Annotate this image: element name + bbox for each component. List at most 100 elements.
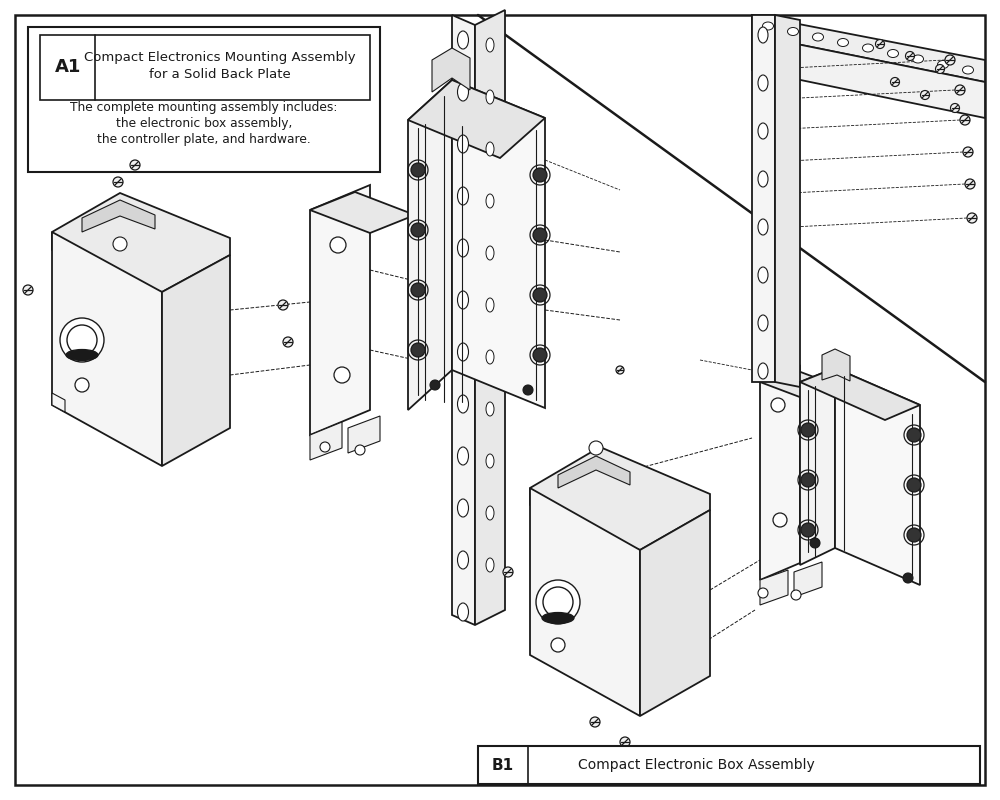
Ellipse shape bbox=[486, 402, 494, 416]
Polygon shape bbox=[310, 185, 370, 435]
Ellipse shape bbox=[458, 239, 468, 257]
Ellipse shape bbox=[458, 135, 468, 153]
Ellipse shape bbox=[758, 171, 768, 187]
Circle shape bbox=[523, 385, 533, 395]
Bar bbox=[40, 35, 370, 100]
Circle shape bbox=[950, 103, 960, 113]
Ellipse shape bbox=[962, 66, 974, 74]
Ellipse shape bbox=[486, 194, 494, 208]
Circle shape bbox=[960, 115, 970, 125]
Ellipse shape bbox=[486, 246, 494, 260]
Ellipse shape bbox=[862, 44, 874, 52]
Circle shape bbox=[113, 237, 127, 251]
Circle shape bbox=[907, 528, 921, 542]
Ellipse shape bbox=[486, 298, 494, 312]
Circle shape bbox=[533, 168, 547, 182]
Polygon shape bbox=[348, 416, 380, 453]
Polygon shape bbox=[752, 15, 985, 82]
Polygon shape bbox=[752, 15, 775, 382]
Circle shape bbox=[411, 283, 425, 297]
Circle shape bbox=[320, 442, 330, 452]
Ellipse shape bbox=[763, 22, 774, 30]
Polygon shape bbox=[835, 368, 920, 585]
Ellipse shape bbox=[486, 350, 494, 364]
Circle shape bbox=[533, 288, 547, 302]
Polygon shape bbox=[432, 48, 470, 92]
Circle shape bbox=[965, 179, 975, 189]
Polygon shape bbox=[530, 488, 640, 716]
Ellipse shape bbox=[788, 27, 798, 35]
Ellipse shape bbox=[542, 613, 574, 623]
Circle shape bbox=[503, 567, 513, 577]
Polygon shape bbox=[162, 255, 230, 466]
Circle shape bbox=[411, 223, 425, 237]
Circle shape bbox=[616, 366, 624, 374]
Circle shape bbox=[907, 478, 921, 492]
Polygon shape bbox=[760, 368, 835, 399]
Text: A1: A1 bbox=[55, 58, 81, 76]
Circle shape bbox=[907, 428, 921, 442]
Circle shape bbox=[955, 85, 965, 95]
Text: Compact Electronic Box Assembly: Compact Electronic Box Assembly bbox=[578, 758, 814, 772]
Circle shape bbox=[551, 638, 565, 652]
Polygon shape bbox=[52, 393, 65, 412]
Polygon shape bbox=[408, 80, 545, 158]
Circle shape bbox=[891, 78, 900, 86]
Circle shape bbox=[801, 423, 815, 437]
Polygon shape bbox=[530, 447, 710, 550]
Circle shape bbox=[113, 177, 123, 187]
Ellipse shape bbox=[758, 315, 768, 331]
Circle shape bbox=[801, 473, 815, 487]
Ellipse shape bbox=[486, 142, 494, 156]
Polygon shape bbox=[52, 232, 162, 466]
Ellipse shape bbox=[458, 291, 468, 309]
Polygon shape bbox=[408, 80, 452, 410]
Polygon shape bbox=[558, 456, 630, 488]
Polygon shape bbox=[310, 192, 415, 233]
Text: the controller plate, and hardware.: the controller plate, and hardware. bbox=[97, 134, 311, 146]
Polygon shape bbox=[775, 15, 800, 387]
Bar bbox=[478, 746, 980, 784]
Circle shape bbox=[876, 39, 885, 49]
Circle shape bbox=[920, 90, 930, 99]
Ellipse shape bbox=[888, 50, 898, 58]
Text: for a Solid Back Plate: for a Solid Back Plate bbox=[149, 67, 291, 81]
Ellipse shape bbox=[458, 343, 468, 361]
Circle shape bbox=[411, 163, 425, 177]
Circle shape bbox=[536, 580, 580, 624]
Circle shape bbox=[791, 590, 801, 600]
Ellipse shape bbox=[758, 267, 768, 283]
Ellipse shape bbox=[66, 350, 98, 361]
Polygon shape bbox=[452, 15, 475, 625]
Polygon shape bbox=[822, 349, 850, 381]
Circle shape bbox=[543, 587, 573, 617]
Polygon shape bbox=[475, 10, 505, 625]
Ellipse shape bbox=[458, 31, 468, 49]
Circle shape bbox=[75, 378, 89, 392]
Circle shape bbox=[801, 523, 815, 537]
Bar bbox=[28, 27, 380, 172]
Text: Compact Electronics Mounting Assembly: Compact Electronics Mounting Assembly bbox=[84, 50, 356, 63]
Polygon shape bbox=[800, 368, 835, 565]
Ellipse shape bbox=[458, 395, 468, 413]
Circle shape bbox=[533, 228, 547, 242]
Circle shape bbox=[533, 348, 547, 362]
Ellipse shape bbox=[458, 187, 468, 205]
Circle shape bbox=[334, 367, 350, 383]
Circle shape bbox=[810, 538, 820, 548]
Circle shape bbox=[330, 237, 346, 253]
Polygon shape bbox=[640, 510, 710, 716]
Polygon shape bbox=[310, 422, 342, 460]
Circle shape bbox=[967, 213, 977, 223]
Ellipse shape bbox=[758, 75, 768, 91]
Ellipse shape bbox=[812, 33, 824, 41]
Circle shape bbox=[758, 588, 768, 598]
Circle shape bbox=[906, 51, 914, 61]
Ellipse shape bbox=[458, 83, 468, 101]
Text: The complete mounting assembly includes:: The complete mounting assembly includes: bbox=[70, 102, 338, 114]
Ellipse shape bbox=[758, 123, 768, 139]
Circle shape bbox=[903, 573, 913, 583]
Circle shape bbox=[590, 717, 600, 727]
Circle shape bbox=[278, 300, 288, 310]
Polygon shape bbox=[760, 365, 800, 580]
